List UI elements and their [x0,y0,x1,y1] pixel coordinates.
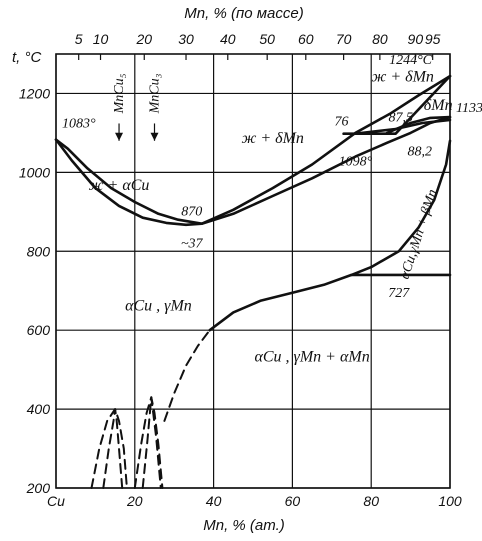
point-label: ~37 [181,237,204,252]
point-label: 76 [334,115,348,130]
point-label: 1083° [62,117,96,132]
annotation-label: ж + δMn [371,69,433,86]
dashed-series-line [163,329,211,422]
x2-tick-label: 40 [220,31,236,47]
x2-tick-label: 90 [408,31,424,47]
x2-tick-label: 20 [135,31,152,47]
point-labels: 1083° 870 ~37 1244°C 1133 1098° 76 87,5 88,2 727 [62,53,482,301]
series-line [385,115,452,135]
annotation-arrowhead [115,132,124,141]
y-axis-title: t, °C [12,49,42,66]
x-tick-label: 40 [206,493,222,509]
series-line [354,118,452,135]
annotation-label: δMn [424,97,453,114]
x2-tick-label: 30 [178,31,194,47]
x-tick-label: Cu [47,493,65,509]
series-line [342,74,452,135]
x-tick-label: 80 [363,493,379,509]
y-tick-label: 400 [27,401,51,417]
point-label: 88,2 [408,145,433,160]
x2-axis-title: Mn, % (по массе) [184,5,303,22]
y-tick-label: 600 [27,322,51,338]
annotation-label: ж + δMn [241,130,303,147]
curves [54,74,452,489]
x2-tick-label: 10 [93,31,109,47]
point-label: 870 [181,205,202,220]
point-label: 1244°C [389,53,433,68]
dashed-series-line [133,396,164,489]
x2-tick-label: 80 [372,31,388,47]
annotation-label: αCu,γMn + βMn [398,188,441,282]
point-label: 1098° [339,155,373,170]
y-tick-label: 1000 [19,164,50,180]
point-label: 1133 [456,101,482,116]
x-tick-label: 60 [285,493,301,509]
annotation-arrowhead [150,132,159,141]
dashed-series-line [102,408,124,489]
annotation-label: αCu , γMn + αMn [254,349,369,366]
annotation-label: ж + αCu [89,177,150,194]
x-axis: Cu 20 40 60 80 100 [47,493,462,509]
x2-tick-label: 50 [259,31,275,47]
x-tick-label: 20 [126,493,143,509]
annotation-label: MnCu₃ [148,73,163,114]
x2-tick-label: 60 [298,31,314,47]
x2-tick-label: 5 [75,31,83,47]
series-line [208,139,452,332]
x2-axis: 5 10 20 30 40 50 60 70 80 90 95 [75,31,441,60]
annotation-label: αCu , γMn [125,297,192,314]
x-axis-title: Mn, % (ат.) [203,517,285,534]
x-tick-label: 100 [438,493,462,509]
y-tick-label: 1200 [19,85,50,101]
x2-tick-label: 95 [425,31,441,47]
y-tick-label: 800 [27,243,51,259]
y-axis: 200 400 600 800 1000 1200 [19,85,50,496]
annotation-label: MnCu₅ [112,73,127,114]
x2-tick-label: 70 [336,31,352,47]
y-tick-label: 200 [26,480,51,496]
point-label: 727 [388,286,410,301]
point-label: 87,5 [389,111,414,126]
plot-frame [55,53,451,489]
series-line [54,115,452,227]
dashed-series-line [141,396,162,489]
